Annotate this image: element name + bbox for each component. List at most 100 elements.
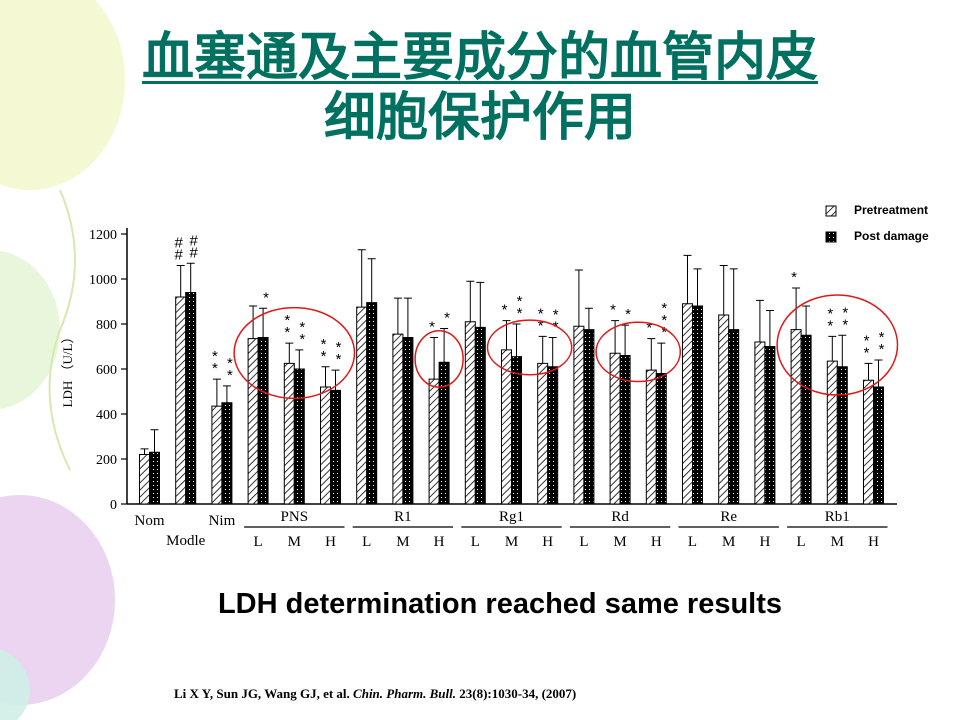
bar-post-damage — [547, 366, 559, 505]
significance-mark: * — [299, 331, 305, 348]
citation-authors: Li X Y, Sun JG, Wang GJ, et al. — [174, 686, 354, 701]
significance-mark: * — [538, 305, 544, 322]
citation-details: 23(8):1030-34, (2007) — [456, 686, 577, 701]
bar-post-damage — [836, 366, 848, 505]
y-axis-label: LDH （U/L） — [60, 331, 75, 408]
significance-mark: # — [190, 232, 199, 249]
bar-pretreatment — [682, 303, 693, 505]
significance-mark: * — [864, 344, 870, 361]
significance-mark: * — [879, 329, 885, 346]
x-tick-label: M — [831, 534, 844, 550]
x-tick-label: L — [797, 534, 806, 550]
significance-mark: * — [538, 317, 544, 334]
bar-pretreatment — [863, 379, 874, 505]
legend-label-post-damage: Post damage — [854, 229, 929, 243]
significance-mark: * — [502, 302, 508, 319]
balloon-teal — [0, 648, 30, 720]
bar-post-damage — [293, 368, 305, 505]
bar-post-damage — [655, 373, 667, 505]
significance-mark: * — [336, 351, 342, 368]
highlight-circle — [595, 321, 682, 383]
bar-post-damage — [438, 361, 450, 505]
balloon-string — [48, 189, 76, 471]
group-label: Rb1 — [825, 509, 850, 525]
bar-pretreatment — [573, 325, 585, 505]
x-tick-label: M — [613, 534, 626, 550]
x-tick-label: M — [505, 534, 518, 550]
bar-pretreatment — [428, 378, 440, 505]
significance-mark: * — [827, 305, 833, 322]
significance-mark: * — [553, 307, 559, 324]
slide-title-line2: 细胞保护作用 — [323, 88, 636, 148]
significance-mark: * — [827, 317, 833, 334]
bar-post-damage — [583, 329, 595, 505]
bar-post-damage — [692, 305, 703, 505]
significance-mark: * — [879, 341, 885, 358]
y-tick-label: 1000 — [89, 273, 117, 288]
citation: Li X Y, Sun JG, Wang GJ, et al. Chin. Ph… — [174, 686, 576, 702]
x-tick-label: L — [471, 534, 480, 550]
significance-mark: * — [321, 348, 327, 365]
significance-mark: * — [321, 336, 327, 353]
bar-post-damage — [402, 337, 414, 505]
bar-post-damage — [728, 329, 740, 505]
x-tick-label: L — [688, 534, 697, 550]
bar-post-damage — [149, 451, 160, 505]
bar-pretreatment — [175, 296, 187, 505]
legend-swatch-pretreatment — [825, 205, 837, 217]
bar-post-damage — [511, 356, 522, 505]
significance-mark: * — [661, 324, 667, 341]
significance-mark: * — [444, 310, 450, 327]
significance-mark: * — [661, 312, 667, 329]
bar-pretreatment — [754, 341, 766, 505]
bar-pretreatment — [211, 405, 223, 505]
bar-pretreatment — [790, 329, 802, 505]
bar-post-damage — [366, 302, 378, 505]
x-tick-label: Modle — [166, 533, 206, 549]
bar-pretreatment — [356, 306, 368, 505]
x-tick-label: Nim — [209, 513, 236, 529]
legend-label-pretreatment: Pretreatment — [854, 203, 928, 217]
bar-post-damage — [330, 389, 341, 505]
highlight-circle — [414, 330, 464, 388]
bar-post-damage — [474, 326, 486, 505]
significance-mark: * — [646, 320, 652, 337]
significance-mark: # — [175, 247, 184, 264]
bar-pretreatment — [501, 349, 512, 505]
y-tick-label: 600 — [96, 363, 117, 378]
bar-pretreatment — [645, 369, 657, 505]
x-tick-label: M — [288, 534, 301, 550]
significance-mark: * — [212, 348, 218, 365]
significance-mark: * — [625, 306, 631, 323]
significance-mark: * — [661, 300, 667, 317]
significance-mark: * — [842, 316, 848, 333]
citation-journal: Chin. Pharm. Bull. — [353, 686, 457, 701]
y-tick-label: 0 — [110, 498, 117, 513]
significance-mark: * — [299, 319, 305, 336]
bar-post-damage — [800, 334, 812, 505]
bar-pretreatment — [320, 386, 331, 505]
x-tick-label: H — [434, 534, 445, 550]
bar-pretreatment — [247, 338, 259, 505]
group-label: Re — [720, 509, 737, 525]
x-tick-label: L — [362, 534, 371, 550]
highlight-circle — [486, 319, 573, 376]
slide-title-line1: 血塞通及主要成分的血管内皮 — [141, 28, 818, 88]
significance-mark: * — [864, 332, 870, 349]
x-tick-label: M — [722, 534, 735, 550]
bar-pretreatment — [392, 333, 404, 505]
chart-subtitle: LDH determination reached same results — [217, 588, 783, 620]
bar-post-damage — [221, 402, 233, 505]
group-label: Rd — [611, 509, 629, 525]
significance-mark: * — [610, 302, 616, 319]
x-tick-label: H — [759, 534, 770, 550]
significance-mark: * — [227, 355, 233, 372]
x-tick-label: H — [651, 534, 662, 550]
x-tick-label: L — [254, 534, 263, 550]
significance-mark: * — [212, 360, 218, 377]
bar-post-damage — [873, 386, 884, 505]
group-label: Rg1 — [499, 509, 524, 525]
balloon-purple — [0, 495, 115, 705]
